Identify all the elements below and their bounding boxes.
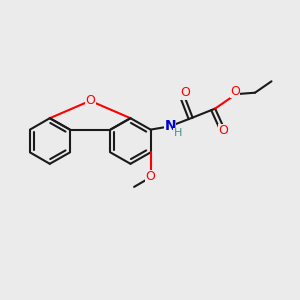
Text: N: N: [164, 119, 176, 133]
Text: O: O: [230, 85, 240, 98]
Text: O: O: [219, 124, 228, 137]
Text: O: O: [85, 94, 95, 107]
Text: O: O: [146, 170, 155, 184]
Text: O: O: [180, 86, 190, 99]
Text: H: H: [173, 128, 182, 138]
